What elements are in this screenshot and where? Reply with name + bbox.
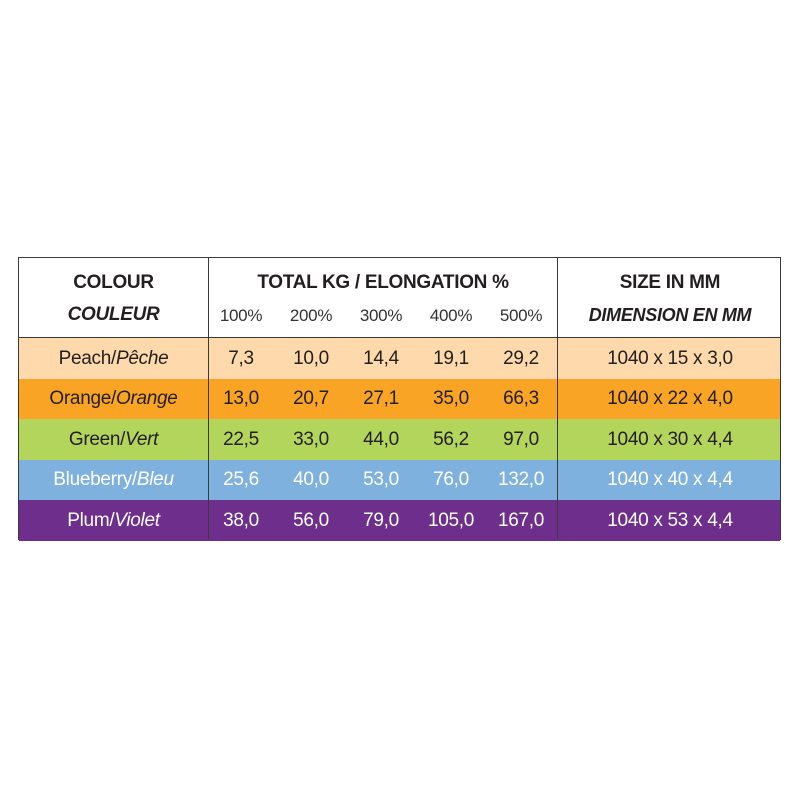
load-value: 22,5: [223, 428, 259, 450]
load-value: 35,0: [433, 388, 469, 410]
load-value: 105,0: [427, 509, 475, 531]
elongation-header: 400%: [429, 306, 473, 325]
load-value: 79,0: [363, 509, 399, 531]
load-value: 56,2: [433, 428, 469, 450]
load-value: 25,6: [223, 469, 259, 491]
header-divider: [19, 337, 780, 338]
load-value: 66,3: [503, 388, 539, 410]
colour-name-fr: Vert: [125, 428, 159, 450]
column-divider: [208, 258, 209, 539]
colour-name-fr: Bleu: [136, 469, 174, 491]
header-total: TOTAL KG / ELONGATION %: [257, 272, 509, 293]
table-row: Plum/Violet 38,0 56,0 79,0 105,0 167,0 1040 x …: [19, 500, 780, 542]
colour-name-en: Orange/: [49, 388, 116, 410]
column-divider: [557, 258, 558, 539]
elongation-header: 200%: [289, 306, 333, 325]
table-row: Orange/Orange 13,0 20,7 27,1 35,0 66,3 1040 x …: [19, 378, 780, 420]
header-dimension: DIMENSION EN MM: [588, 304, 752, 325]
size-value: 1040 x 30 x 4,4: [607, 428, 733, 450]
load-value: 33,0: [293, 428, 329, 450]
colour-name: Green/Vert: [19, 419, 208, 460]
colour-name-en: Green/: [68, 428, 126, 450]
table-row: Peach/Pêche 7,3 10,0 14,4 19,1 29,2 1040 x 15 …: [19, 338, 780, 379]
colour-name-fr: Orange: [115, 388, 178, 410]
table-row: Green/Vert 22,5 33,0 44,0 56,2 97,0 1040 x 30 …: [19, 419, 780, 461]
load-value: 44,0: [363, 428, 399, 450]
load-value: 20,7: [293, 388, 329, 410]
load-value: 14,4: [363, 347, 399, 369]
header-couleur: COULEUR: [67, 304, 160, 325]
load-value: 132,0: [497, 469, 545, 491]
header-colour: COLOUR: [73, 272, 154, 293]
elongation-header: 100%: [219, 306, 263, 325]
load-value: 76,0: [433, 469, 469, 491]
load-value: 10,0: [293, 347, 329, 369]
load-value: 167,0: [497, 509, 545, 531]
table-row: Blueberry/Bleu 25,6 40,0 53,0 76,0 132,0 1040 …: [19, 459, 780, 501]
colour-name-en: Peach/: [58, 347, 117, 369]
load-value: 27,1: [363, 388, 399, 410]
colour-name-en: Blueberry/: [53, 469, 137, 491]
colour-name: Orange/Orange: [19, 379, 208, 420]
colour-name: Blueberry/Bleu: [19, 460, 208, 501]
load-value: 56,0: [293, 509, 329, 531]
elongation-header: 300%: [359, 306, 403, 325]
size-value: 1040 x 40 x 4,4: [607, 469, 733, 491]
colour-name: Peach/Pêche: [19, 338, 208, 379]
size-value: 1040 x 22 x 4,0: [607, 388, 733, 410]
size-value: 1040 x 15 x 3,0: [607, 347, 733, 369]
colour-name-fr: Violet: [114, 509, 160, 531]
load-value: 29,2: [503, 347, 539, 369]
colour-name-fr: Pêche: [115, 347, 169, 369]
load-value: 38,0: [223, 509, 259, 531]
header-size: SIZE IN MM: [619, 272, 721, 293]
load-value: 97,0: [503, 428, 539, 450]
size-value: 1040 x 53 x 4,4: [607, 509, 733, 531]
load-value: 7,3: [228, 347, 254, 369]
colour-name: Plum/Violet: [19, 500, 208, 541]
elongation-header: 500%: [499, 306, 543, 325]
load-value: 53,0: [363, 469, 399, 491]
load-value: 40,0: [293, 469, 329, 491]
load-value: 13,0: [223, 388, 259, 410]
colour-name-en: Plum/: [67, 509, 115, 531]
spec-table: COLOUR COULEUR TOTAL KG / ELONGATION % S…: [18, 257, 781, 542]
load-value: 19,1: [433, 347, 469, 369]
